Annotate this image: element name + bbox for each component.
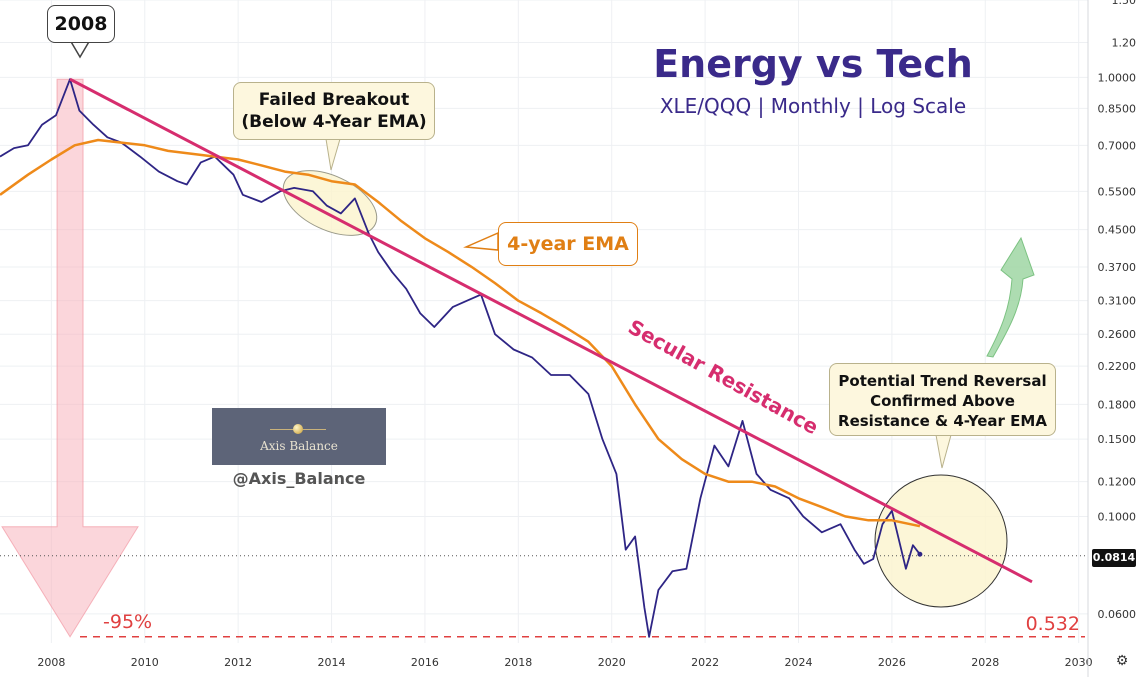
y-tick-label: 0.2600 <box>1098 328 1137 341</box>
axes-layer: 2008 2010 2012 2014 2016 2018 2020 2022 2024 2026… <box>37 0 1136 677</box>
reversal-line1: Potential Trend Reversal <box>838 372 1047 390</box>
reversal-callout-pointer <box>935 434 952 469</box>
failed-breakout-highlight <box>282 170 378 236</box>
decline-arrow <box>1 78 139 638</box>
y-tick-label: 0.1000 <box>1098 510 1137 523</box>
resistance-line <box>69 77 1033 584</box>
y-tick-label: 0.0600 <box>1098 608 1137 621</box>
logo-text: Axis Balance <box>260 439 338 453</box>
ema-callout: 4-year EMA <box>498 222 638 266</box>
failed-breakout-callout: Failed Breakout (Below 4-Year EMA) <box>233 82 435 140</box>
ema-series-line <box>0 138 921 528</box>
failed-callout-pointer <box>325 138 341 171</box>
reversal-highlight <box>874 474 1008 608</box>
gear-icon[interactable]: ⚙ <box>1115 653 1129 669</box>
ema-callout-pointer <box>463 231 499 251</box>
x-tick-label: 2022 <box>691 656 719 669</box>
x-tick-label: 2024 <box>784 656 812 669</box>
y-tick-label: 0.3100 <box>1098 295 1137 308</box>
failed-breakout-line1: Failed Breakout <box>258 90 410 110</box>
y-tick-label: 0.2200 <box>1098 360 1137 373</box>
y-tick-label: 0.8500 <box>1098 102 1137 115</box>
highlight-layer <box>282 170 1008 608</box>
x-tick-label: 2020 <box>598 656 626 669</box>
y-tick-label: 0.1800 <box>1098 398 1137 411</box>
x-tick-label: 2030 <box>1065 656 1093 669</box>
x-tick-label: 2014 <box>318 656 346 669</box>
x-tick-label: 2012 <box>224 656 252 669</box>
x-tick-label: 2028 <box>971 656 999 669</box>
y-tick-label: 0.4500 <box>1098 224 1137 237</box>
author-handle: @Axis_Balance <box>232 469 366 488</box>
x-tick-label: 2018 <box>504 656 532 669</box>
y-tick-label: 0.1500 <box>1098 433 1137 446</box>
y-tick-label: 0.7000 <box>1098 139 1137 152</box>
reversal-line2: Confirmed Above <box>870 392 1015 410</box>
low-value-label: 0.532 <box>1026 613 1080 635</box>
last-price-point <box>917 551 923 557</box>
series-layer <box>0 77 1088 638</box>
arrow-layer <box>1 78 1035 638</box>
failed-breakout-line2: (Below 4-Year EMA) <box>241 112 427 132</box>
price-series-line <box>0 78 921 638</box>
y-tick-label: 0.5500 <box>1098 185 1137 198</box>
x-tick-label: 2010 <box>131 656 159 669</box>
chart-title: Energy vs Tech <box>653 42 973 86</box>
trend-reversal-callout: Potential Trend Reversal Confirmed Above… <box>829 363 1056 436</box>
y-tick-label: 0.1200 <box>1098 476 1137 489</box>
x-tick-label: 2008 <box>37 656 65 669</box>
logo-orb-icon <box>293 424 303 434</box>
chart-subtitle: XLE/QQQ | Monthly | Log Scale <box>659 94 967 118</box>
peak-year-tag: 2008 <box>47 5 115 43</box>
decline-percent-label: -95% <box>103 611 152 633</box>
y-tick-label: 1.0000 <box>1098 71 1137 84</box>
y-tick-label: 1.50 <box>1112 0 1137 7</box>
reversal-line3: Resistance & 4-Year EMA <box>838 412 1047 430</box>
watermark-logo: Axis Balance <box>212 408 386 465</box>
x-tick-label: 2026 <box>878 656 906 669</box>
x-tick-label: 2016 <box>411 656 439 669</box>
y-tick-label: 0.3700 <box>1098 261 1137 274</box>
y-tick-label: 1.20 <box>1112 37 1137 50</box>
current-price-tag: 0.0814 <box>1092 549 1136 567</box>
upward-arrow <box>986 236 1035 358</box>
